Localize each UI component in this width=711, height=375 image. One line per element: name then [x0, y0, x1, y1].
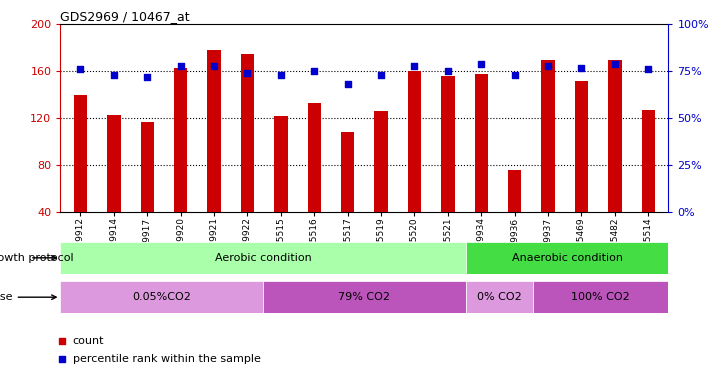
Text: Aerobic condition: Aerobic condition	[215, 253, 311, 263]
Point	[289, 271, 301, 277]
Bar	[641, 110, 655, 259]
Bar	[574, 81, 588, 259]
Point	[342, 81, 353, 87]
Text: 100% CO2: 100% CO2	[572, 292, 630, 302]
Text: GDS2969 / 10467_at: GDS2969 / 10467_at	[60, 10, 190, 23]
Bar	[60, 242, 466, 274]
Point	[108, 72, 119, 78]
Text: dose: dose	[0, 292, 56, 302]
Point	[208, 63, 220, 69]
Bar	[608, 60, 621, 259]
Point	[542, 63, 554, 69]
Point	[476, 61, 487, 67]
Point	[75, 66, 86, 72]
Point	[576, 64, 587, 70]
Point	[509, 72, 520, 78]
Bar	[466, 242, 668, 274]
Text: Anaerobic condition: Anaerobic condition	[511, 253, 623, 263]
Text: percentile rank within the sample: percentile rank within the sample	[73, 354, 260, 364]
Bar	[533, 281, 668, 313]
Bar	[508, 170, 521, 259]
Point	[442, 68, 454, 74]
Bar	[208, 50, 220, 259]
Bar	[408, 71, 421, 259]
Point	[375, 72, 387, 78]
Bar	[60, 281, 263, 313]
Bar	[263, 281, 466, 313]
Bar	[475, 74, 488, 259]
Point	[309, 68, 320, 74]
Text: 0.05%CO2: 0.05%CO2	[132, 292, 191, 302]
Bar	[308, 103, 321, 259]
Point	[275, 72, 287, 78]
Text: growth protocol: growth protocol	[0, 253, 74, 263]
Point	[242, 70, 253, 76]
Point	[609, 61, 621, 67]
Text: count: count	[73, 336, 104, 345]
Point	[643, 66, 654, 72]
Bar	[107, 115, 121, 259]
Point	[409, 63, 420, 69]
Bar	[375, 111, 387, 259]
Bar	[174, 68, 188, 259]
Bar	[141, 122, 154, 259]
Bar	[466, 281, 533, 313]
Text: 79% CO2: 79% CO2	[338, 292, 390, 302]
Bar	[241, 54, 254, 259]
Bar	[74, 95, 87, 259]
Bar	[274, 116, 287, 259]
Bar	[541, 60, 555, 259]
Bar	[442, 76, 454, 259]
Point	[289, 100, 301, 106]
Bar	[341, 132, 354, 259]
Point	[141, 74, 153, 80]
Text: 0% CO2: 0% CO2	[477, 292, 522, 302]
Point	[175, 63, 186, 69]
